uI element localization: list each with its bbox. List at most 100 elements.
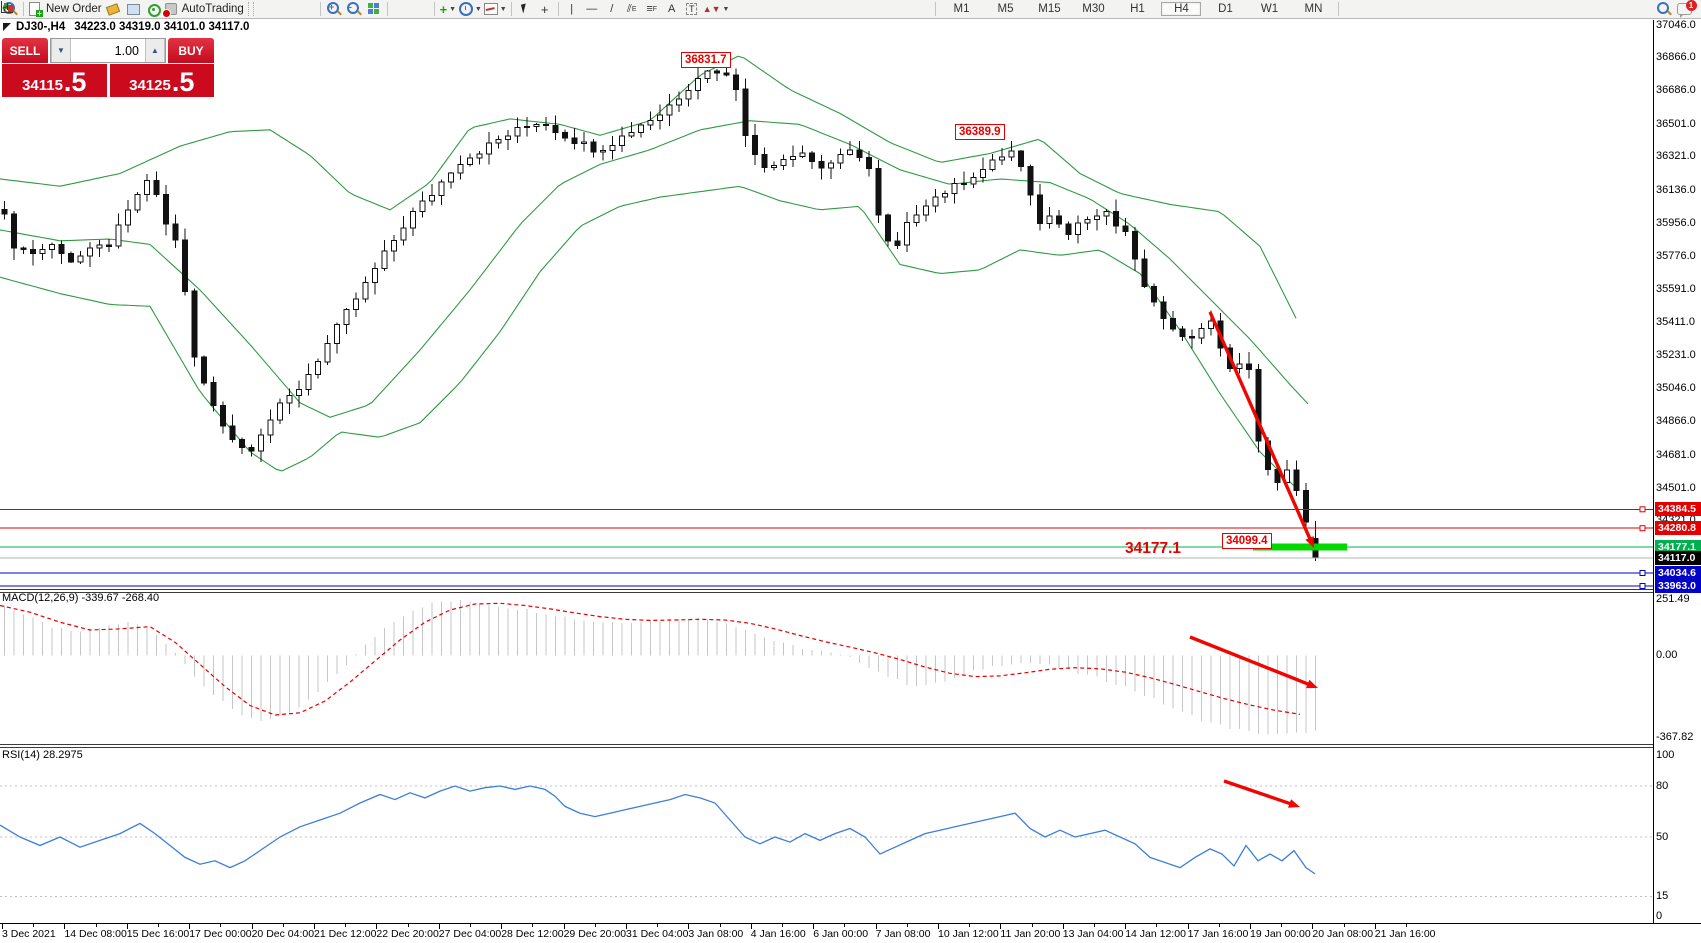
volume-increase-button[interactable]: ▲ — [145, 39, 165, 62]
price-tick-label: 34681.0 — [1656, 448, 1696, 461]
tf-d1-button[interactable]: D1 — [1218, 3, 1233, 15]
time-tick — [1156, 924, 1158, 927]
bar-chart-icon[interactable] — [1, 1, 276, 17]
time-tick — [282, 924, 284, 927]
horizontal-line-tool-icon[interactable]: — — [586, 3, 598, 15]
time-tick — [314, 924, 315, 929]
periods-button[interactable]: ▼ — [458, 1, 482, 17]
time-tick — [407, 924, 409, 927]
cursor-tool-icon[interactable] — [516, 1, 534, 17]
support-price-annotation[interactable]: 34177.1 — [1125, 540, 1182, 557]
zoom-out-icon[interactable]: - — [345, 1, 363, 17]
time-axis-label: 14 Jan 12:00 — [1125, 928, 1186, 940]
price-axis[interactable]: 37046.0 36866.0 36686.0 36501.0 36321.0 36136… — [1655, 0, 1701, 943]
arrows-tool-icon[interactable]: ▲▼ ▼ — [702, 4, 730, 14]
auto-scroll-icon[interactable] — [1, 1, 410, 17]
price-line-label: 34177.1 — [1655, 540, 1701, 555]
text-tool-icon[interactable]: A — [668, 3, 676, 15]
time-tick — [1000, 924, 1002, 929]
trendline-tool-icon[interactable]: / — [610, 3, 614, 15]
time-tick — [1125, 924, 1127, 929]
notifications-icon[interactable]: 1 — [1675, 0, 1697, 18]
tf-m5-button[interactable]: M5 — [997, 3, 1014, 15]
rsi-axis-label: 50 — [1656, 830, 1669, 843]
sell-price-display[interactable]: 34115.5 — [2, 64, 107, 97]
price-tick-label: 36136.0 — [1656, 184, 1696, 197]
tf-m1-button[interactable]: M1 — [953, 3, 970, 15]
low-price-annotation[interactable]: 34099.4 — [1222, 533, 1272, 549]
time-axis-label: 20 Dec 04:00 — [251, 928, 315, 940]
symbol-quote-line: DJ30-,H4 34223.0 34319.0 34101.0 34117.0 — [3, 21, 249, 33]
tf-m30-button[interactable]: M30 — [1082, 3, 1105, 15]
quick-search-icon[interactable] — [1655, 1, 1673, 17]
time-tick — [969, 924, 971, 927]
price-axis-line — [1653, 20, 1654, 923]
time-tick — [1406, 924, 1407, 927]
sell-button[interactable]: SELL — [2, 38, 48, 63]
time-axis[interactable]: 3 Dec 2021 14 Dec 08:00 15 Dec 16:00 17 Dec… — [0, 923, 1701, 943]
price-tick-label: 34501.0 — [1656, 481, 1696, 494]
fibonacci-tool-icon[interactable]: ≡ F — [646, 3, 658, 15]
time-axis-label: 6 Jan 00:00 — [813, 928, 869, 940]
panel-separator[interactable] — [0, 744, 1653, 748]
text-label-tool-icon[interactable]: T — [683, 1, 701, 17]
price-tick-label: 34866.0 — [1656, 415, 1696, 428]
time-tick — [1281, 924, 1283, 927]
tf-w1-button[interactable]: W1 — [1260, 3, 1279, 15]
panel-separator[interactable] — [0, 589, 1653, 593]
buy-price-display[interactable]: 34125.5 — [109, 64, 214, 97]
channel-tool-icon[interactable]: ⫽ E — [626, 2, 637, 15]
chart-shift-icon[interactable] — [1, 1, 430, 17]
new-order-button[interactable]: + New Order — [28, 1, 102, 18]
rsi-axis-label: 80 — [1656, 779, 1669, 792]
time-tick — [532, 924, 534, 927]
zoom-in-icon[interactable]: + — [325, 1, 343, 17]
time-tick — [470, 924, 471, 927]
time-tick — [594, 924, 596, 927]
toolbar-separator — [510, 2, 512, 16]
time-tick — [906, 924, 908, 927]
line-chart-icon[interactable] — [1, 1, 316, 17]
autotrading-icon — [161, 2, 178, 18]
time-tick — [782, 924, 783, 927]
macd-indicator-panel[interactable] — [0, 592, 1653, 744]
main-price-chart[interactable] — [0, 20, 1653, 590]
profiles-icon[interactable] — [124, 1, 142, 17]
rsi-indicator-panel[interactable] — [0, 747, 1653, 923]
tf-m15-button[interactable]: M15 — [1038, 3, 1061, 15]
tf-mn-button[interactable]: MN — [1304, 3, 1323, 15]
time-tick — [33, 924, 35, 927]
candlestick-chart-icon[interactable] — [1, 1, 296, 17]
price-tick-label: 36686.0 — [1656, 84, 1696, 96]
volume-value[interactable]: 1.00 — [114, 43, 139, 58]
vertical-line-tool-icon[interactable]: | — [570, 3, 574, 15]
time-axis-label: 31 Dec 04:00 — [626, 928, 689, 940]
time-tick — [719, 924, 721, 927]
toolbar-handle[interactable] — [247, 2, 254, 16]
ohlc-values: 34223.0 34319.0 34101.0 34117.0 — [74, 21, 250, 33]
tile-windows-icon[interactable] — [365, 1, 383, 17]
macd-label: MACD(12,26,9) -339.67 -268.40 — [2, 592, 160, 604]
price-tick-label: 35411.0 — [1656, 316, 1695, 328]
crosshair-tool-icon[interactable]: + — [540, 1, 549, 17]
price-tick-label: 36866.0 — [1656, 51, 1696, 64]
rsi-axis-label: 0 — [1656, 910, 1663, 922]
time-tick — [563, 924, 565, 929]
time-axis-label: 3 Jan 08:00 — [688, 928, 744, 940]
time-tick — [1031, 924, 1033, 927]
volume-decrease-button[interactable]: ▼ — [51, 39, 71, 62]
tf-h4-button[interactable]: H4 — [1161, 2, 1202, 16]
price-tick-label: 35046.0 — [1656, 382, 1696, 395]
templates-button[interactable]: ▼ — [483, 1, 507, 17]
autotrading-button[interactable]: AutoTrading — [161, 1, 244, 18]
buy-button[interactable]: BUY — [168, 38, 214, 63]
add-indicator-button[interactable]: + ▼ — [439, 1, 457, 17]
high-price-annotation-2[interactable]: 36389.9 — [955, 124, 1005, 140]
styler-icon[interactable] — [104, 1, 122, 17]
tf-h1-button[interactable]: H1 — [1130, 3, 1145, 15]
macd-axis-label: 251.49 — [1656, 593, 1690, 606]
signals-icon[interactable] — [144, 1, 162, 17]
price-tick-label: 35776.0 — [1656, 249, 1696, 262]
high-price-annotation-1[interactable]: 36831.7 — [681, 52, 731, 68]
